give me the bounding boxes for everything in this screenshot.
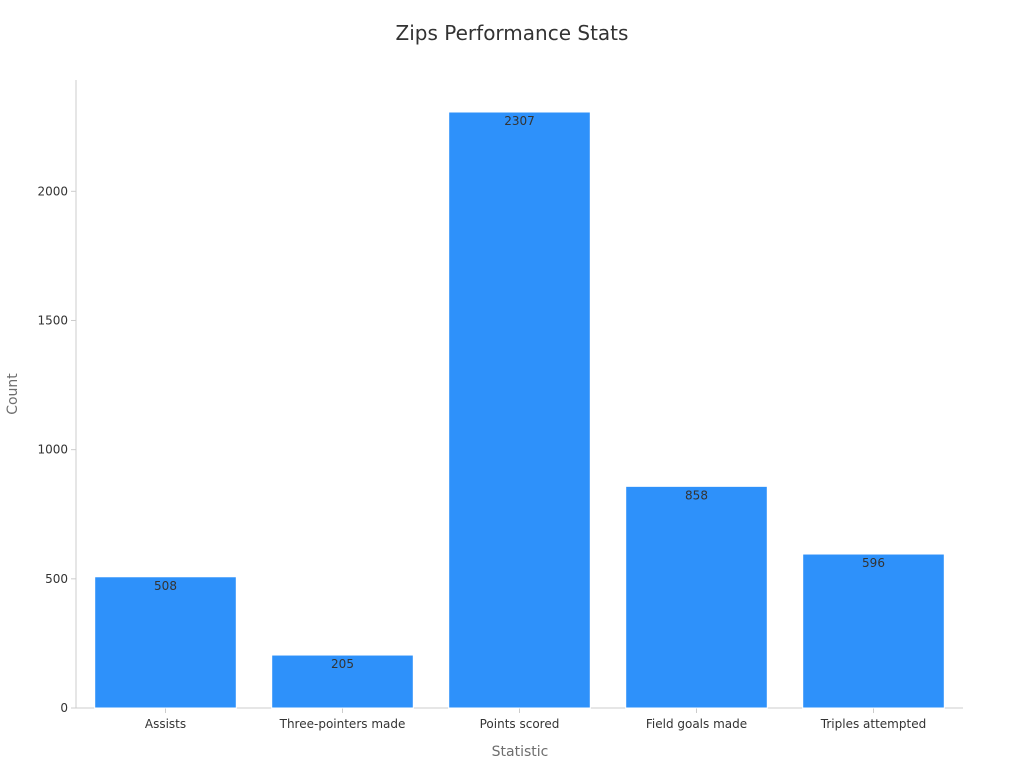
y-tick-label: 1500 — [37, 313, 68, 327]
x-tick-label: Points scored — [480, 717, 560, 731]
x-tick-label: Field goals made — [646, 717, 747, 731]
data-label: 858 — [685, 488, 708, 502]
y-tick-label: 0 — [60, 701, 68, 715]
bar — [94, 576, 237, 709]
bar — [448, 111, 591, 709]
data-label: 2307 — [504, 114, 535, 128]
data-labels: 508 205 2307 858 596 — [154, 114, 885, 671]
data-label: 205 — [331, 657, 354, 671]
x-tick-label: Assists — [145, 717, 186, 731]
bar — [625, 485, 768, 709]
data-label: 508 — [154, 579, 177, 593]
chart-title: Zips Performance Stats — [396, 21, 629, 45]
y-tick-label: 1000 — [37, 443, 68, 457]
bar — [802, 553, 945, 709]
data-label: 596 — [862, 556, 885, 570]
bars — [94, 111, 945, 709]
y-tick-label: 500 — [45, 572, 68, 586]
y-tick-label: 2000 — [37, 184, 68, 198]
bar — [271, 654, 414, 709]
x-axis-title: Statistic — [492, 744, 549, 760]
x-axis: Assists Three-pointers made Points scored F… — [76, 707, 963, 731]
x-tick-label: Triples attempted — [820, 717, 926, 731]
y-axis: 0 500 1000 1500 2000 — [37, 80, 77, 715]
y-axis-title: Count — [5, 373, 21, 415]
x-tick-label: Three-pointers made — [279, 717, 406, 731]
